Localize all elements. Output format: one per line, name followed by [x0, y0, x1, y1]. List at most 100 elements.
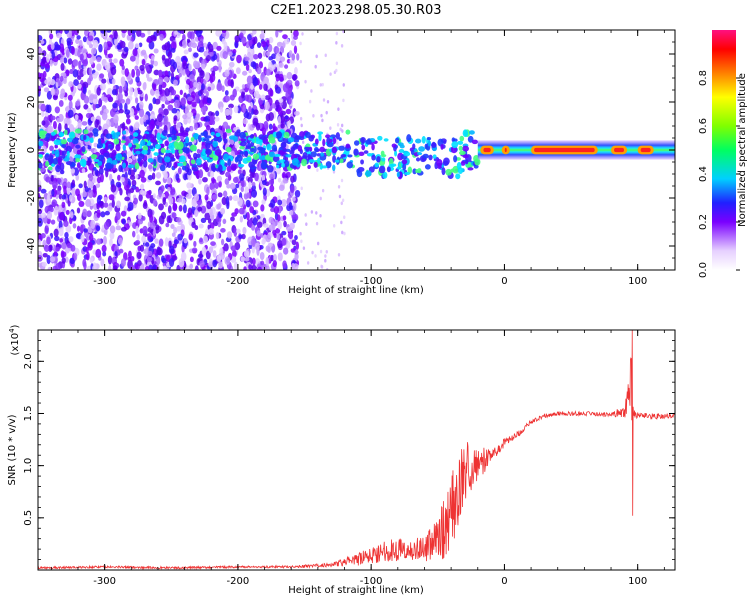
spectrogram-speckle: [251, 245, 255, 254]
spectrogram-band-blob: [307, 153, 311, 162]
spectrogram-speckle: [204, 71, 210, 82]
spectrogram-speckle: [221, 196, 227, 206]
spectrogram-speckle: [197, 206, 203, 212]
spectrogram-band-blob: [225, 146, 232, 153]
spectrogram-speckle: [78, 39, 83, 48]
spectrogram-speckle: [277, 115, 282, 125]
spectrogram-speckle: [284, 115, 289, 120]
spectrogram-speckle: [281, 237, 287, 246]
spectrogram-speckle: [329, 72, 332, 76]
spectrogram-band-blob: [276, 164, 280, 169]
spectrogram-speckle: [223, 243, 229, 252]
spectrogram-speckle: [285, 108, 292, 115]
spectrogram-band-blob: [187, 154, 192, 160]
spectrogram-speckle: [105, 30, 112, 33]
spectrogram-band-blob: [250, 141, 255, 147]
spectrogram-speckle: [283, 220, 287, 228]
spectrogram-band-blob: [295, 135, 300, 140]
spectrogram-band-blob: [252, 153, 260, 160]
spectrogram-speckle: [81, 121, 88, 126]
spectrogram-speckle: [46, 53, 50, 63]
spectrogram-band-blob: [215, 132, 221, 137]
spectrogram-speckle: [279, 56, 286, 62]
spectrogram-speckle: [128, 250, 132, 259]
spectrogram-speckle: [269, 184, 275, 193]
spectrogram-speckle: [300, 239, 303, 244]
spectrogram-speckle: [49, 256, 56, 263]
spectrogram-speckle: [85, 199, 92, 207]
spectrogram-speckle: [316, 168, 319, 172]
spectrogram-speckle: [174, 99, 180, 109]
spectrogram-speckle: [168, 196, 174, 205]
spectrogram-band-blob: [188, 141, 193, 147]
spectrogram-band-blob: [451, 137, 456, 143]
spectrogram-band-blob: [302, 152, 308, 159]
spectrogram-speckle: [129, 221, 133, 227]
spectrogram-speckle: [238, 234, 243, 239]
spectrogram-speckle: [161, 257, 167, 264]
spectrogram-speckle: [54, 106, 60, 114]
spectrogram-speckle: [167, 205, 172, 214]
spectrogram-speckle: [281, 230, 287, 236]
spectrogram-band-blob: [371, 154, 376, 161]
spectrogram-speckle: [129, 169, 135, 177]
spectrogram-speckle: [199, 237, 203, 243]
spectrogram-band-blob: [164, 140, 169, 147]
spectrogram-speckle: [320, 265, 324, 269]
y-tick-label: 1.0: [23, 458, 34, 474]
spectrogram-speckle: [144, 242, 150, 247]
spectrogram-band-blob: [376, 156, 381, 163]
y-tick-label: -40: [26, 238, 37, 254]
spectrogram-speckle: [142, 225, 148, 235]
spectrogram-speckle: [301, 32, 304, 36]
spectrogram-speckle: [138, 101, 144, 110]
spectrogram-band-blob: [168, 157, 176, 162]
spectrogram-speckle: [244, 56, 250, 62]
spectrogram-speckle: [208, 43, 214, 53]
spectrogram-band-blob: [38, 162, 43, 169]
spectrogram-band-blob: [83, 129, 89, 135]
spectrogram-speckle: [264, 95, 271, 101]
spectrogram-band-blob: [272, 155, 280, 163]
spectrogram-speckle: [95, 183, 101, 188]
spectrogram-band-blob: [274, 153, 281, 158]
spectrogram-band-blob: [228, 135, 236, 140]
spectrogram-speckle: [154, 89, 160, 98]
spectrogram-speckle: [165, 222, 170, 228]
spectrogram-speckle: [38, 199, 44, 209]
spectrogram-speckle: [200, 63, 206, 70]
spectrogram-band-blob: [202, 156, 209, 161]
spectrogram-speckle: [71, 179, 75, 187]
spectrogram-band-blob: [87, 145, 92, 150]
spectrogram-speckle: [209, 170, 215, 178]
spectrogram-band-blob: [269, 151, 275, 158]
spectrogram-speckle: [202, 235, 209, 244]
spectrogram-speckle: [257, 52, 263, 59]
spectrogram-speckle: [226, 231, 233, 239]
spectrogram-speckle: [101, 244, 107, 253]
spectrogram-band-blob: [217, 135, 222, 143]
spectrogram-speckle: [202, 97, 208, 105]
spectrogram-band-blob: [239, 131, 246, 139]
spectrogram-speckle: [163, 108, 169, 116]
spectrogram-speckle: [276, 233, 280, 241]
spectrogram-band-blob: [58, 132, 65, 137]
spectrogram-speckle: [176, 60, 182, 70]
spectrogram-band-blob: [269, 155, 275, 163]
spectrogram-speckle: [142, 82, 147, 90]
spectrogram-speckle: [168, 245, 175, 255]
spectrogram-speckle: [243, 266, 247, 270]
spectrogram-speckle: [294, 67, 298, 75]
spectrogram-speckle: [61, 257, 66, 264]
spectrogram-speckle: [65, 224, 72, 233]
spectrogram-band-blob: [460, 161, 466, 166]
spectrogram-speckle: [64, 231, 69, 239]
spectrogram-speckle: [141, 49, 147, 56]
spectrogram-speckle: [240, 179, 245, 188]
spectrogram-speckle: [69, 211, 74, 219]
spectrogram-speckle: [282, 215, 287, 221]
spectrogram-speckle: [217, 221, 222, 228]
spectrogram-speckle: [183, 238, 188, 244]
spectrogram-speckle: [92, 72, 98, 79]
